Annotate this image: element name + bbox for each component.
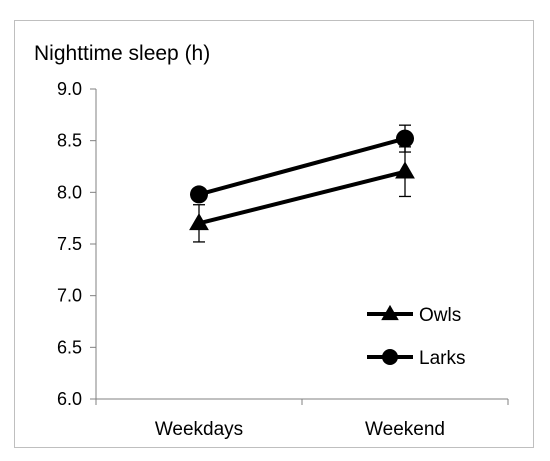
x-category-label: Weekdays: [155, 419, 243, 440]
x-ticks: Weekdays Weekend: [95, 399, 509, 440]
larks-point: [396, 129, 414, 148]
y-tick-label: 6.5: [57, 337, 82, 357]
x-category-label: Weekend: [365, 419, 445, 440]
y-tick-label: 8.0: [57, 182, 82, 202]
y-tick-label: 7.5: [57, 234, 82, 254]
y-tick-label: 8.5: [57, 131, 82, 151]
y-tick-label: 6.0: [57, 389, 82, 409]
legend-label-owls: Owls: [419, 305, 461, 326]
series-larks: [190, 124, 414, 204]
owls-point: [189, 213, 209, 231]
legend: Owls Larks: [367, 304, 465, 369]
legend-marker-owls: [381, 304, 399, 321]
chart-frame: Nighttime sleep (h) 6.0 6.5 7.0 7.5 8.0 8.5 9.…: [14, 20, 534, 448]
y-tick-label: 9.0: [57, 79, 82, 99]
y-tick-label: 7.0: [57, 286, 82, 306]
legend-marker-larks: [382, 349, 398, 365]
chart-title: Nighttime sleep (h): [34, 42, 210, 65]
legend-label-larks: Larks: [419, 348, 465, 369]
larks-point: [190, 185, 208, 204]
series-layer: [189, 124, 415, 243]
chart-canvas: Nighttime sleep (h) 6.0 6.5 7.0 7.5 8.0 8.5 9.…: [34, 42, 509, 440]
series-owls: [189, 146, 415, 243]
series-line: [198, 136, 406, 197]
owls-point: [395, 161, 415, 179]
series-line: [198, 169, 406, 226]
y-ticks: 6.0 6.5 7.0 7.5 8.0 8.5 9.0: [57, 79, 96, 409]
